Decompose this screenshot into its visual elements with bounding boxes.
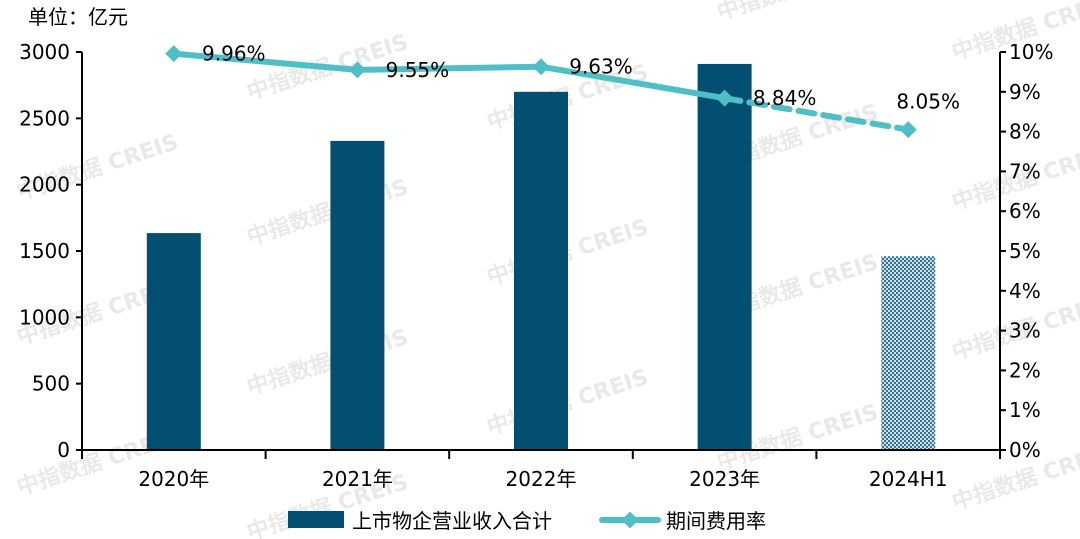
legend-line-label: 期间费用率 bbox=[666, 509, 766, 533]
unit-label: 单位：亿元 bbox=[28, 5, 128, 29]
line-series: 9.96% 9.55% 9.63% 8.84% 8.05% bbox=[165, 42, 960, 139]
line-marker bbox=[716, 89, 734, 107]
x-tick-label: 2023年 bbox=[689, 467, 760, 491]
data-label: 9.55% bbox=[386, 58, 450, 82]
y2-tick-label: 1% bbox=[1009, 398, 1041, 422]
y-tick-label: 0 bbox=[57, 438, 70, 462]
y-tick-label: 3000 bbox=[19, 40, 70, 64]
line-marker bbox=[899, 121, 917, 139]
axes: 0 500 1000 1500 2000 2500 3000 0% 1% 2% 3% 4% 5% 6% 7%… bbox=[19, 40, 1053, 491]
x-tick-label: 2024H1 bbox=[869, 467, 948, 491]
line-marker bbox=[532, 58, 550, 76]
x-tick-label: 2022年 bbox=[506, 467, 577, 491]
y2-tick-label: 10% bbox=[1009, 40, 1053, 64]
y2-tick-label: 2% bbox=[1009, 358, 1041, 382]
y2-tick-label: 9% bbox=[1009, 80, 1041, 104]
x-tick-label: 2020年 bbox=[138, 467, 209, 491]
bar-2021年 bbox=[330, 140, 385, 451]
watermark: 中指数据 CREIS bbox=[244, 174, 412, 251]
y2-tick-label: 7% bbox=[1009, 159, 1041, 183]
y2-tick-label: 4% bbox=[1009, 279, 1041, 303]
y-tick-label: 2500 bbox=[19, 106, 70, 130]
legend: 上市物企营业收入合计 期间费用率 bbox=[288, 509, 766, 533]
bar-2020年 bbox=[146, 233, 201, 450]
legend-bar-swatch bbox=[288, 511, 344, 528]
y2-tick-label: 8% bbox=[1009, 120, 1041, 144]
watermark: 中指数据 CREIS bbox=[714, 0, 882, 26]
watermark: 中指数据 CREIS bbox=[244, 324, 412, 401]
bar-series bbox=[146, 63, 936, 451]
bar-2022年 bbox=[514, 91, 568, 451]
x-tick-label: 2021年 bbox=[322, 467, 393, 491]
y-tick-label: 1000 bbox=[19, 305, 70, 329]
y2-tick-label: 3% bbox=[1009, 319, 1041, 343]
data-label: 9.96% bbox=[202, 42, 266, 66]
bar-2024H1 bbox=[881, 256, 936, 450]
y2-tick-label: 5% bbox=[1009, 239, 1041, 263]
bar-2023年 bbox=[697, 63, 752, 450]
data-label: 8.05% bbox=[896, 90, 960, 114]
line-marker bbox=[165, 45, 183, 63]
y-tick-label: 2000 bbox=[19, 173, 70, 197]
y-tick-label: 500 bbox=[32, 372, 70, 396]
line-solid bbox=[173, 50, 726, 102]
y-tick-label: 1500 bbox=[19, 239, 70, 263]
y2-tick-label: 6% bbox=[1009, 199, 1041, 223]
line-dashed bbox=[721, 95, 912, 133]
y2-tick-label: 0% bbox=[1009, 438, 1041, 462]
data-label: 9.63% bbox=[569, 55, 633, 79]
data-label: 8.84% bbox=[753, 86, 817, 110]
legend-bar-label: 上市物企营业收入合计 bbox=[352, 509, 552, 533]
